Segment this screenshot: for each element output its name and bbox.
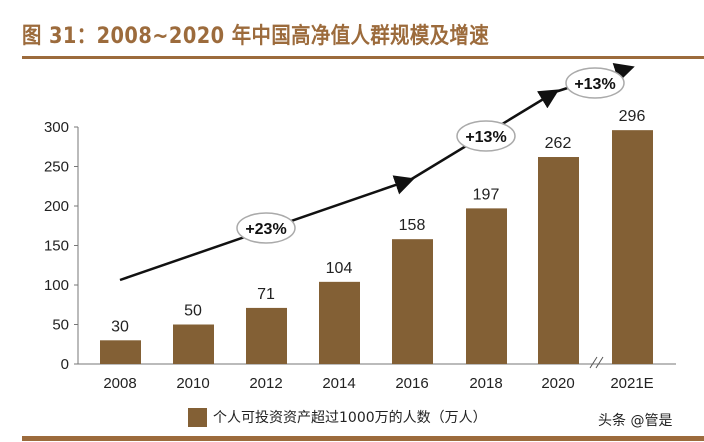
y-tick-label: 100	[44, 277, 69, 294]
growth-label: +23%	[245, 221, 286, 238]
x-tick-label: 2008	[103, 375, 136, 392]
growth-label: +13%	[465, 129, 506, 146]
x-tick-label: 2010	[176, 375, 209, 392]
bar	[173, 324, 214, 364]
data-label: 30	[111, 318, 129, 335]
x-tick-label: 2020	[541, 375, 574, 392]
y-tick-label: 300	[44, 119, 69, 136]
data-label: 158	[399, 217, 426, 234]
data-label: 262	[545, 135, 572, 152]
growth-bubble	[236, 212, 296, 244]
bar	[100, 340, 141, 364]
top-divider	[22, 56, 704, 59]
data-label: 50	[184, 303, 202, 320]
y-tick-label: 0	[61, 356, 69, 373]
data-label: 104	[326, 260, 353, 277]
y-tick-label: 150	[44, 238, 69, 255]
x-tick-label: 2014	[322, 375, 355, 392]
bar	[319, 281, 360, 364]
growth-label: +13%	[574, 76, 615, 93]
bar	[466, 208, 507, 364]
x-tick-label: 2016	[395, 375, 428, 392]
figure-title: 图 31：2008~2020 年中国高净值人群规模及增速	[22, 24, 490, 49]
data-label: 197	[473, 186, 500, 203]
growth-bubble	[456, 120, 516, 152]
bar	[612, 130, 653, 364]
y-tick-label: 250	[44, 159, 69, 176]
axis-break-mark	[589, 356, 604, 369]
legend-label: 个人可投资资产超过1000万的人数（万人）	[213, 410, 487, 426]
y-tick-label: 50	[52, 317, 69, 334]
legend: 个人可投资资产超过1000万的人数（万人）	[188, 407, 487, 427]
data-label: 296	[619, 108, 646, 125]
y-tick-label: 200	[44, 198, 69, 215]
watermark: 头条 @管是	[598, 413, 673, 429]
x-tick-label: 2018	[469, 375, 502, 392]
bottom-divider	[22, 436, 704, 441]
data-label: 71	[257, 286, 275, 303]
x-tick-label: 2021E	[610, 375, 653, 392]
growth-bubble	[565, 67, 625, 99]
bar	[538, 157, 579, 364]
x-tick-label: 2012	[249, 375, 282, 392]
bar	[246, 307, 287, 364]
legend-swatch	[188, 407, 207, 427]
bar	[392, 239, 433, 364]
